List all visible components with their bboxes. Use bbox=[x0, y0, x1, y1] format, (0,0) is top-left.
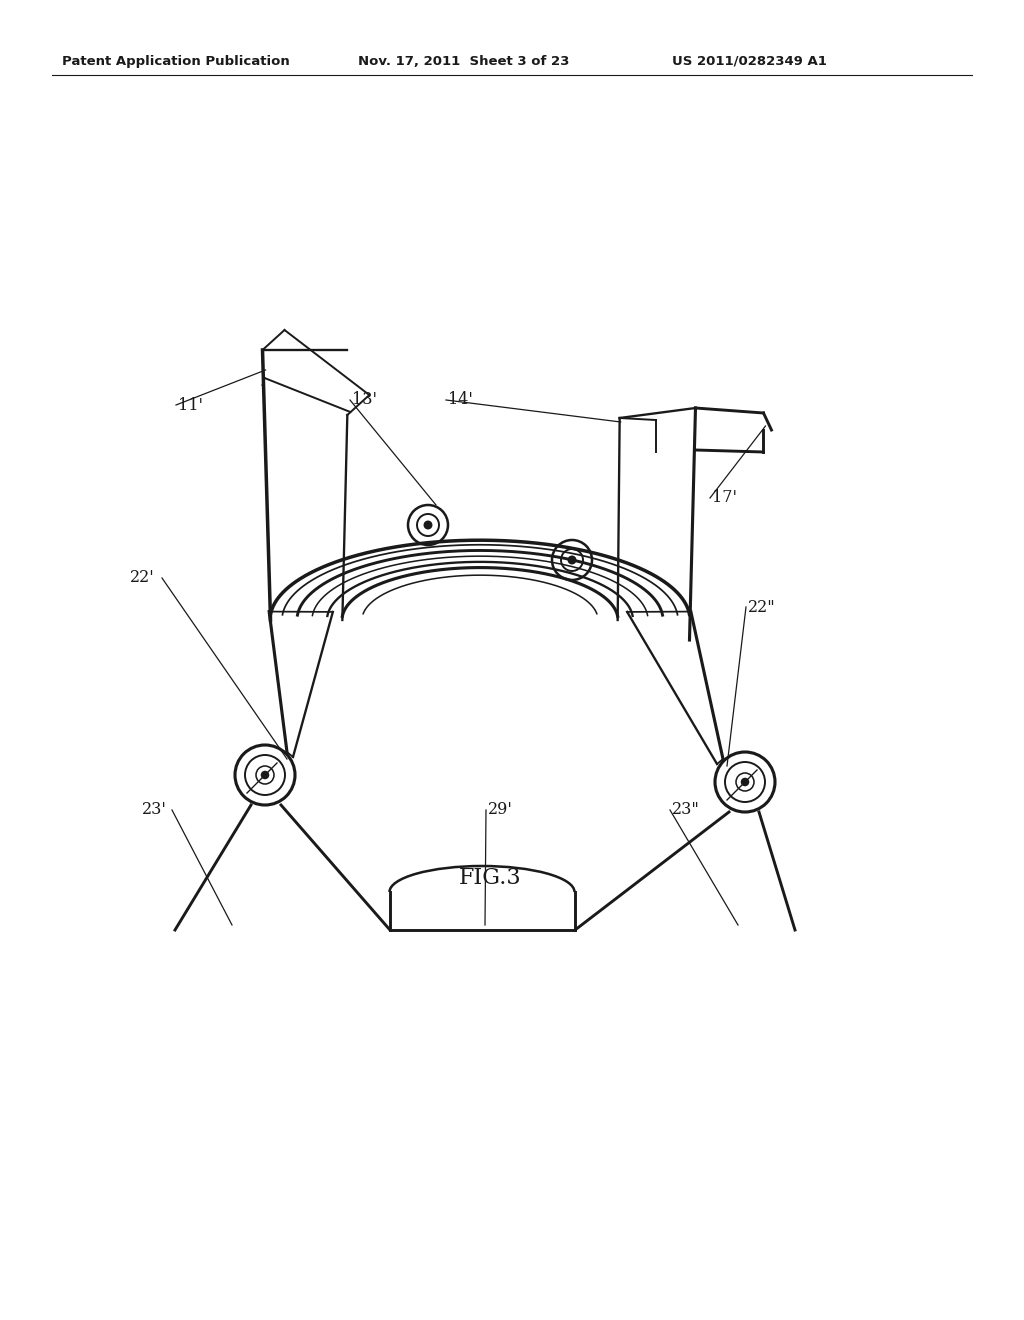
Text: 29': 29' bbox=[488, 801, 513, 818]
Text: 14': 14' bbox=[449, 392, 473, 408]
Text: 22": 22" bbox=[748, 598, 776, 615]
Circle shape bbox=[568, 557, 575, 564]
Text: FIG.3: FIG.3 bbox=[459, 867, 521, 888]
Text: 22': 22' bbox=[130, 569, 155, 586]
Circle shape bbox=[741, 779, 749, 785]
Text: 17': 17' bbox=[712, 490, 737, 507]
Circle shape bbox=[425, 521, 431, 528]
Text: 23": 23" bbox=[672, 801, 699, 818]
Text: Nov. 17, 2011  Sheet 3 of 23: Nov. 17, 2011 Sheet 3 of 23 bbox=[358, 55, 569, 69]
Text: 23': 23' bbox=[142, 801, 167, 818]
Text: US 2011/0282349 A1: US 2011/0282349 A1 bbox=[672, 55, 826, 69]
Text: 13': 13' bbox=[352, 392, 377, 408]
Circle shape bbox=[261, 771, 268, 779]
Text: 11': 11' bbox=[178, 396, 203, 413]
Text: Patent Application Publication: Patent Application Publication bbox=[62, 55, 290, 69]
